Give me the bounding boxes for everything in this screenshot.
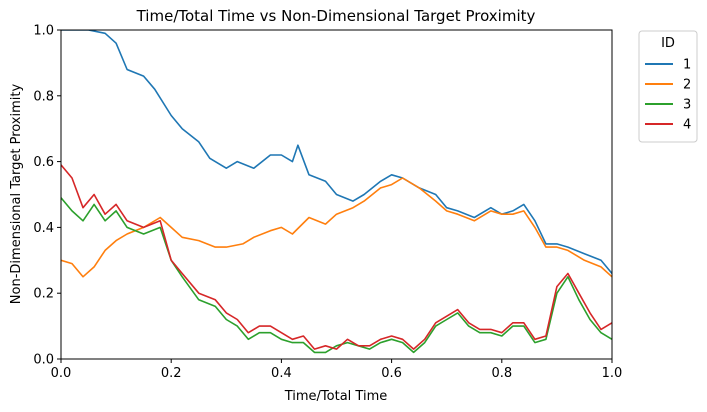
series-group [61, 30, 612, 354]
legend-label-2: 2 [683, 78, 691, 93]
plot-area [60, 29, 613, 360]
x-axis-label: Time/Total Time [284, 389, 388, 404]
x-axis: 0.0 0.2 0.4 0.6 0.8 1.0 [51, 359, 623, 381]
x-tick-label: 0.6 [381, 366, 402, 381]
legend-label-1: 1 [683, 58, 691, 73]
series-line-4 [61, 164, 612, 350]
y-tick-label: 0.2 [33, 287, 54, 302]
legend-frame [638, 30, 698, 143]
y-axis: 0.0 0.2 0.4 0.6 0.8 1.0 [33, 24, 61, 368]
x-tick-label: 0.4 [271, 366, 292, 381]
y-tick-label: 0.4 [33, 221, 54, 236]
y-axis-label: Non-Dimensional Target Proximity [9, 84, 24, 305]
legend: ID 1 2 3 4 [638, 30, 698, 143]
legend-items: 1 2 3 4 [645, 58, 691, 133]
series-line-1 [61, 30, 612, 275]
plot-frame [60, 29, 613, 360]
x-tick-label: 1.0 [602, 366, 623, 381]
y-tick-label: 0.0 [33, 353, 54, 368]
chart-title: Time/Total Time vs Non-Dimensional Targe… [136, 7, 536, 25]
legend-label-3: 3 [683, 98, 691, 113]
y-tick-label: 0.6 [33, 155, 54, 170]
x-tick-label: 0.2 [161, 366, 182, 381]
legend-label-4: 4 [683, 118, 691, 133]
x-tick-label: 0.8 [491, 366, 512, 381]
series-line-3 [61, 197, 612, 354]
y-tick-label: 0.8 [33, 89, 54, 104]
legend-title: ID [661, 36, 675, 51]
x-tick-label: 0.0 [51, 366, 72, 381]
y-tick-label: 1.0 [33, 24, 54, 39]
